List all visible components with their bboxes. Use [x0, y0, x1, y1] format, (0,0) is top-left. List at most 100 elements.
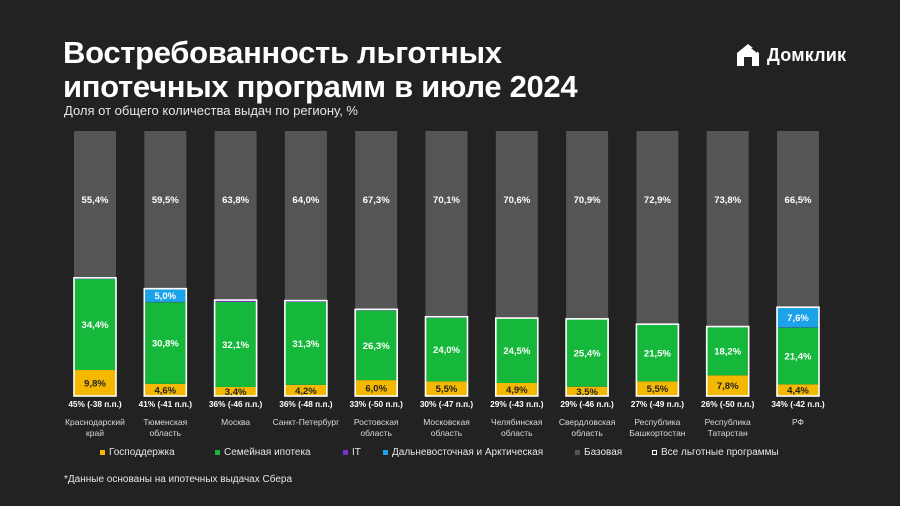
bar-segment — [425, 317, 468, 382]
bar-segment — [144, 131, 187, 289]
legend-swatch — [575, 450, 580, 455]
category-label: Республика — [634, 417, 680, 427]
legend-swatch — [343, 450, 348, 455]
data-label: 4,4% — [787, 386, 809, 397]
data-label: 9,8% — [84, 379, 106, 390]
data-label: 4,9% — [506, 385, 528, 396]
legend-label: Семейная ипотека — [224, 447, 311, 458]
bar-segment — [777, 384, 819, 396]
bar-segment — [284, 131, 327, 301]
category-label: область — [360, 428, 392, 438]
legend-label: Все льготные программы — [661, 447, 779, 458]
bar-segment — [777, 307, 819, 328]
data-label: 32,1% — [222, 340, 249, 351]
house-logo-icon — [737, 44, 759, 66]
category-label: Московская — [423, 417, 470, 427]
legend-label: IT — [352, 447, 361, 458]
legend-swatch — [652, 450, 657, 455]
bar-segment — [706, 327, 749, 376]
category-label: область — [431, 428, 463, 438]
total-label: 33% (-50 п.п.) — [350, 399, 404, 409]
privileged-outline — [494, 317, 539, 397]
bar-segment — [636, 324, 679, 382]
data-label: 3,4% — [225, 387, 247, 398]
total-label: 34% (-42 п.п.) — [771, 399, 825, 409]
total-label: 27% (-49 п.п.) — [631, 399, 685, 409]
data-label: 67,3% — [363, 195, 390, 206]
category-label: область — [571, 428, 603, 438]
footnote: *Данные основаны на ипотечных выдачах Сб… — [64, 474, 293, 485]
bar-segment — [425, 131, 468, 317]
bar-segment — [74, 131, 116, 278]
bar-segment — [214, 301, 257, 387]
bar-segment — [495, 318, 538, 384]
privileged-outline — [776, 306, 820, 397]
data-label: 34,4% — [82, 320, 109, 331]
data-label: 59,5% — [152, 195, 179, 206]
total-label: 41% (-41 п.п.) — [139, 399, 193, 409]
privileged-outline — [143, 287, 188, 397]
bar-segment — [214, 131, 257, 301]
data-label: 21,5% — [644, 348, 671, 359]
category-label: Татарстан — [708, 428, 748, 438]
data-label: 6,0% — [365, 384, 387, 395]
bar-segment — [284, 384, 327, 396]
legend-item: IT — [343, 447, 383, 458]
data-label: 55,4% — [82, 195, 109, 206]
category-label: Свердловская — [559, 417, 616, 427]
privileged-outline — [284, 299, 328, 397]
data-label: 7,6% — [787, 313, 809, 324]
legend-label: Господдержка — [109, 447, 175, 458]
bar-segment — [566, 131, 609, 319]
bar-segment — [777, 131, 819, 308]
legend-item: Базовая — [575, 447, 652, 458]
bar-segment — [284, 301, 327, 385]
data-label: 26,3% — [363, 341, 390, 352]
category-label: область — [501, 428, 533, 438]
bar-segment — [144, 383, 187, 396]
data-label: 63,8% — [222, 195, 249, 206]
category-label: Республика — [705, 417, 751, 427]
data-label: 5,0% — [154, 291, 176, 302]
bar-segment — [355, 131, 398, 310]
total-label: 29% (-46 п.п.) — [560, 399, 614, 409]
data-label: 73,8% — [714, 195, 741, 206]
total-label: 26% (-50 п.п.) — [701, 399, 755, 409]
logo-text: Домклик — [767, 44, 847, 65]
legend-item: Господдержка — [100, 447, 215, 458]
total-label: 36% (-48 п.п.) — [279, 399, 333, 409]
bar-segment — [355, 310, 398, 381]
category-label: Санкт-Петербург — [273, 417, 340, 427]
data-label: 70,1% — [433, 195, 460, 206]
legend-item: Все льготные программы — [652, 447, 792, 458]
data-label: 31,3% — [292, 339, 319, 350]
bar-segment — [495, 131, 538, 319]
stacked-bar-chart: 9,8% 34,4% 55,4% 45% (-38 п.п.) Краснодарски… — [65, 131, 825, 438]
category-label: Москва — [221, 417, 250, 427]
privileged-outline — [705, 325, 750, 397]
bar-segment — [74, 278, 116, 371]
legend-swatch — [383, 450, 388, 455]
legend-swatch — [215, 450, 220, 455]
category-label: край — [86, 428, 104, 438]
bar-segment — [706, 375, 749, 396]
total-label: 45% (-38 п.п.) — [68, 399, 122, 409]
privileged-outline — [354, 308, 399, 397]
bar-segment — [636, 381, 679, 396]
data-label: 4,6% — [154, 385, 176, 396]
bar-segment — [566, 319, 609, 387]
legend-label: Дальневосточная и Арктическая — [392, 447, 544, 458]
data-label: 18,2% — [714, 347, 741, 358]
privileged-outline — [635, 323, 680, 397]
chart-subtitle: Доля от общего количества выдач по регио… — [64, 103, 358, 118]
data-label: 5,5% — [436, 384, 458, 395]
category-label: РФ — [792, 417, 804, 427]
chart-title: Востребованность льготных ипотечных прог… — [63, 35, 578, 104]
data-label: 70,9% — [574, 195, 601, 206]
data-label: 70,6% — [503, 195, 530, 206]
data-label: 25,4% — [574, 349, 601, 360]
data-label: 21,4% — [785, 351, 812, 362]
domclick-logo: Домклик — [735, 42, 846, 68]
total-label: 29% (-43 п.п.) — [490, 399, 544, 409]
bar-segment — [74, 370, 116, 396]
